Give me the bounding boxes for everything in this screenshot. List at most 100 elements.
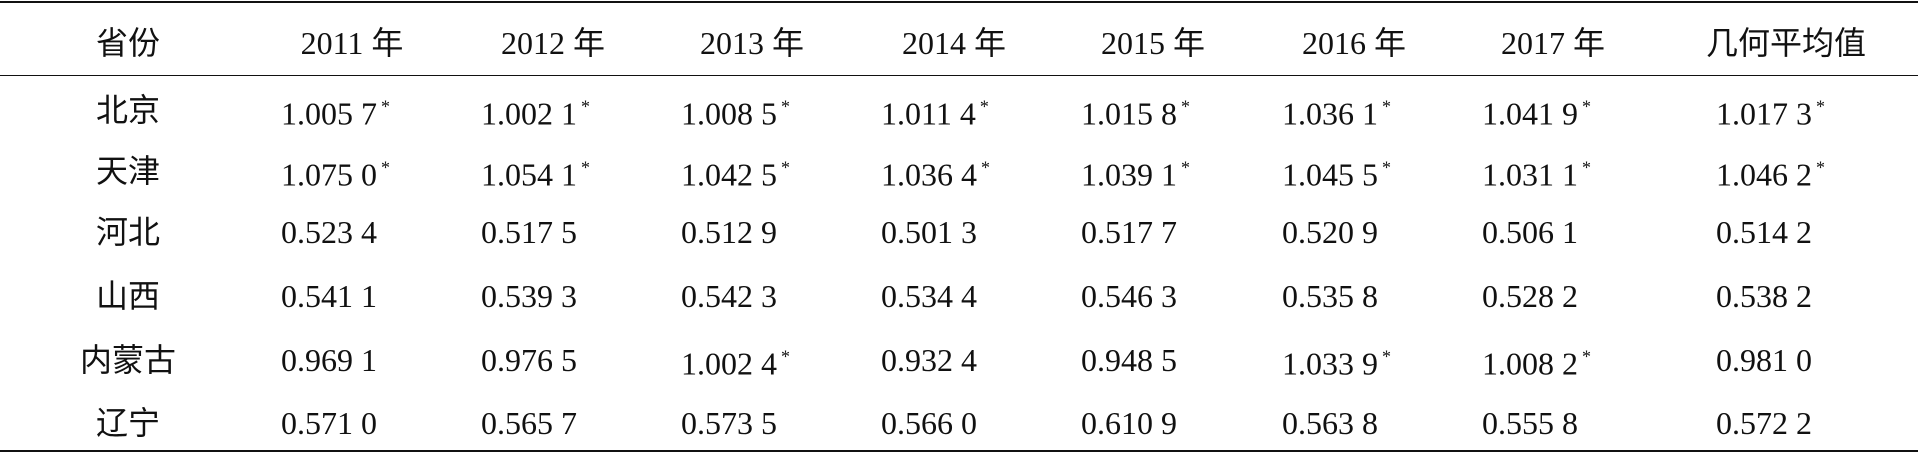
value-cell: 0.572 2 [1716,403,1812,443]
value-text: 0.535 8 [1282,278,1378,314]
value-text: 0.541 1 [281,278,377,314]
value-cell: 0.610 9 [1081,403,1177,443]
value-cell: 0.932 4 [881,340,977,380]
value-cell: 1.054 1 * [481,148,590,195]
significance-mark: * [1582,157,1591,178]
value-cell: 0.528 2 [1482,276,1578,316]
value-text: 1.039 1 [1081,156,1177,193]
top-rule [0,1,1918,3]
significance-mark: * [1816,157,1825,178]
value-cell: 0.523 4 [281,212,377,252]
value-cell: 0.565 7 [481,403,577,443]
value-cell: 1.036 1 * [1282,87,1391,134]
value-text: 1.036 4 [881,156,977,193]
value-text: 1.008 5 [681,95,777,132]
value-text: 1.008 2 [1482,345,1578,382]
significance-mark: * [979,96,989,117]
value-text: 1.033 9 [1282,345,1378,382]
value-cell: 0.538 2 [1716,276,1812,316]
value-text: 0.969 1 [281,342,377,378]
value-text: 0.534 4 [881,278,977,314]
value-cell: 1.015 8 * [1081,87,1190,134]
value-text: 1.045 5 [1282,156,1378,193]
province-cell: 天津 [95,153,161,189]
value-text: 0.572 2 [1716,405,1812,441]
value-text: 1.046 2 [1716,156,1812,193]
value-cell: 1.045 5 * [1282,148,1391,195]
bottom-rule [0,450,1918,452]
value-cell: 1.039 1 * [1081,148,1190,195]
significance-mark: * [981,157,990,178]
value-cell: 0.501 3 [881,212,977,252]
value-text: 0.981 0 [1716,342,1812,378]
value-text: 0.538 2 [1716,278,1812,314]
significance-mark: * [581,157,590,178]
value-cell: 1.011 4 * [881,87,989,134]
value-cell: 0.534 4 [881,276,977,316]
significance-mark: * [781,96,790,117]
value-text: 0.517 5 [481,214,577,250]
value-cell: 0.969 1 [281,340,377,380]
significance-mark: * [1382,346,1391,367]
value-cell: 0.948 5 [1081,340,1177,380]
significance-mark: * [581,96,590,117]
value-cell: 1.041 9 * [1482,87,1591,134]
value-cell: 0.514 2 [1716,212,1812,252]
value-cell: 1.002 1 * [481,87,590,134]
value-cell: 1.005 7 * [281,87,390,134]
value-text: 0.514 2 [1716,214,1812,250]
value-cell: 1.046 2 * [1716,148,1825,195]
value-cell: 1.033 9 * [1282,337,1391,384]
value-cell: 1.036 4 * [881,148,990,195]
value-text: 0.523 4 [281,214,377,250]
header-rule [0,75,1918,76]
significance-mark: * [381,96,390,117]
value-text: 1.005 7 [281,95,377,132]
header-cell: 省份 [95,25,161,61]
value-text: 0.528 2 [1482,278,1578,314]
value-cell: 0.981 0 [1716,340,1812,380]
value-text: 0.571 0 [281,405,377,441]
value-text: 1.002 4 [681,345,777,382]
value-text: 0.610 9 [1081,405,1177,441]
value-text: 1.002 1 [481,95,577,132]
value-cell: 0.517 5 [481,212,577,252]
value-cell: 0.555 8 [1482,403,1578,443]
value-cell: 0.512 9 [681,212,777,252]
province-cell: 辽宁 [95,405,161,441]
header-cell: 2012 年 [500,25,606,61]
significance-mark: * [1181,157,1190,178]
value-text: 0.506 1 [1482,214,1578,250]
significance-mark: * [781,157,790,178]
value-cell: 0.520 9 [1282,212,1378,252]
value-text: 1.015 8 [1081,95,1177,132]
value-cell: 1.008 2 * [1482,337,1591,384]
header-cell: 2011 年 [300,25,404,61]
significance-mark: * [1582,346,1591,367]
province-cell: 北京 [95,92,161,128]
value-cell: 1.002 4 * [681,337,790,384]
value-cell: 1.008 5 * [681,87,790,134]
value-text: 1.042 5 [681,156,777,193]
value-cell: 0.506 1 [1482,212,1578,252]
value-text: 0.565 7 [481,405,577,441]
value-text: 0.501 3 [881,214,977,250]
value-cell: 1.031 1 * [1482,148,1591,195]
value-cell: 0.571 0 [281,403,377,443]
significance-mark: * [1382,157,1391,178]
value-text: 1.031 1 [1482,156,1578,193]
significance-mark: * [1582,96,1591,117]
value-text: 1.036 1 [1282,95,1378,132]
value-text: 1.075 0 [281,156,377,193]
value-cell: 0.976 5 [481,340,577,380]
value-cell: 0.542 3 [681,276,777,316]
value-text: 0.566 0 [881,405,977,441]
province-cell: 内蒙古 [79,342,177,378]
value-text: 0.546 3 [1081,278,1177,314]
value-cell: 0.563 8 [1282,403,1378,443]
header-cell: 2015 年 [1100,25,1206,61]
value-text: 0.517 7 [1081,214,1177,250]
value-cell: 1.017 3 * [1716,87,1825,134]
value-text: 1.041 9 [1482,95,1578,132]
